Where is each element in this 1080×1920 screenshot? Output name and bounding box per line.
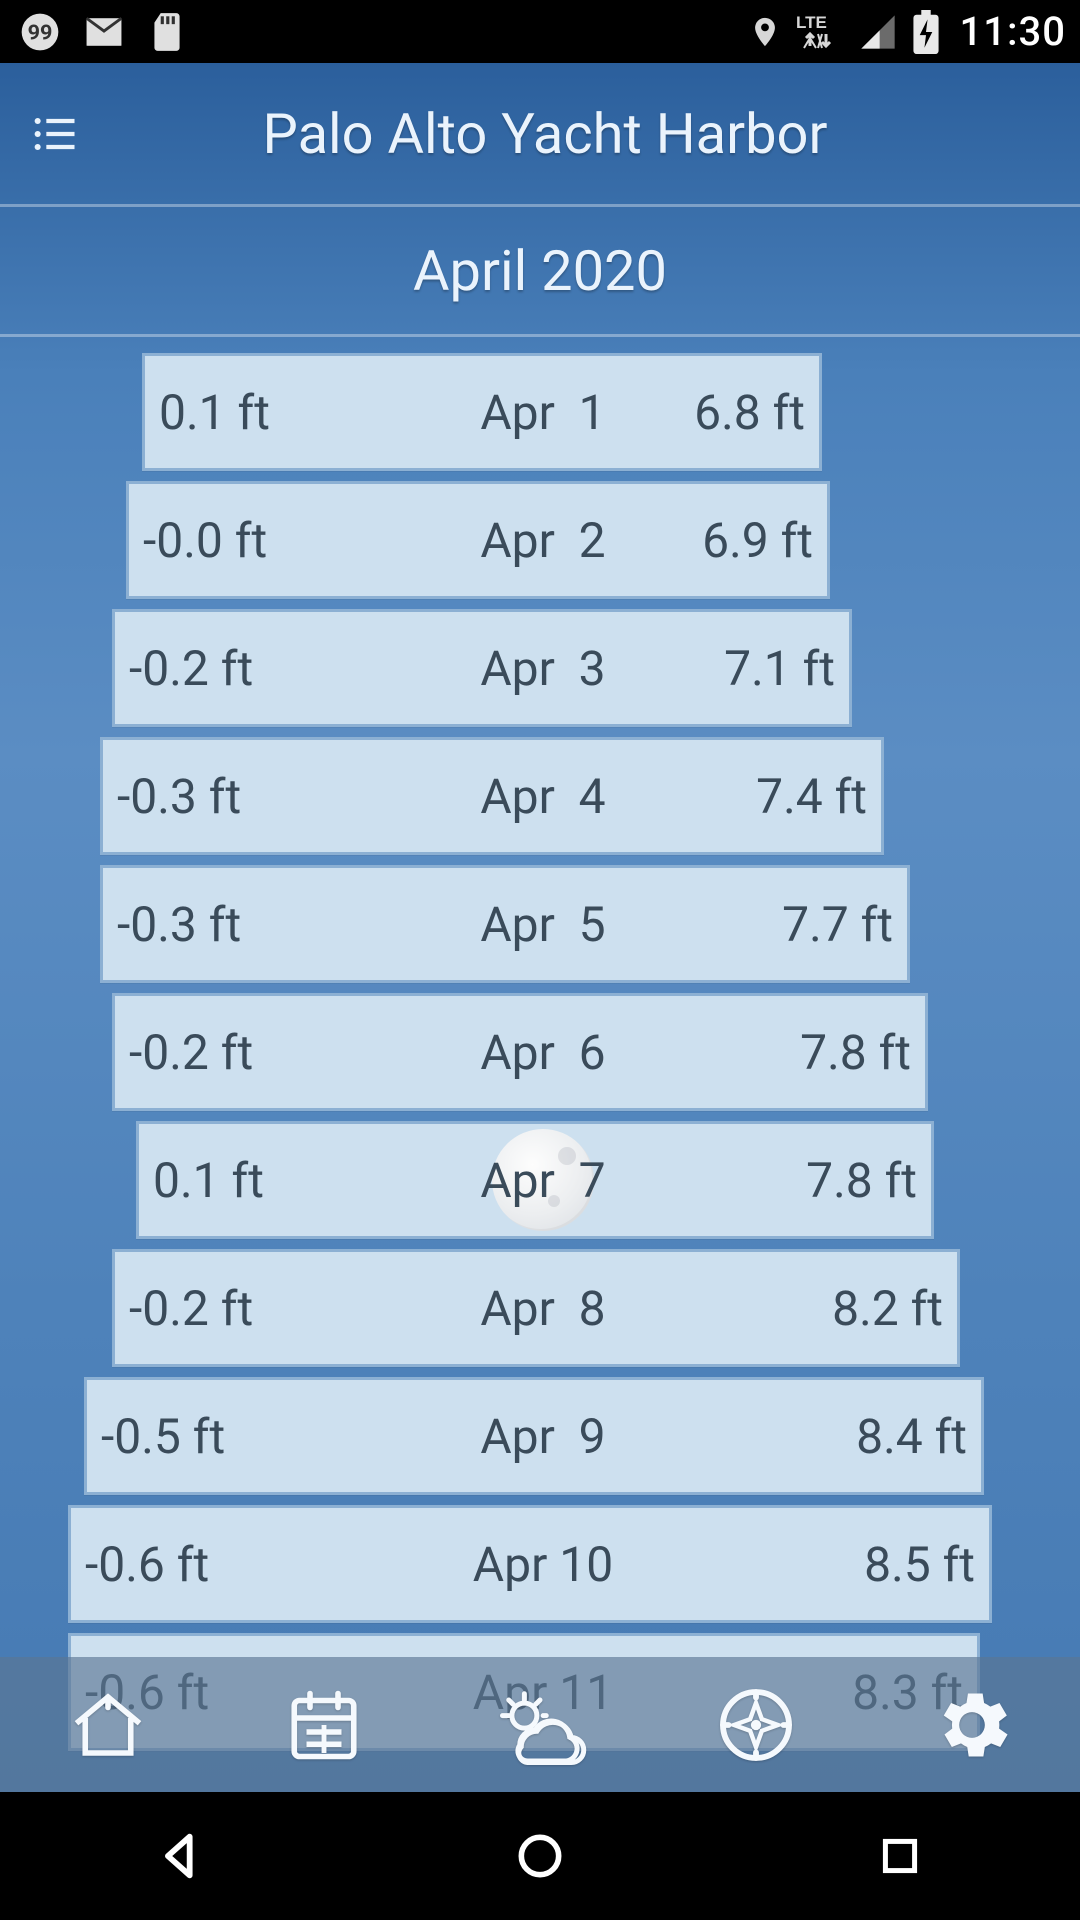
tide-date-label: Apr 6	[480, 1024, 605, 1081]
status-left-icons: 99	[8, 10, 186, 54]
battery-charging-icon	[912, 10, 940, 54]
high-tide-value: 8.2 ft	[832, 1280, 943, 1337]
tide-day-row[interactable]: -0.2 ft Apr 8 8.2 ft	[112, 1249, 960, 1367]
sdcard-icon	[148, 10, 186, 54]
tide-list: 0.1 ft Apr 1 6.8 ft -0.0 ft Apr 2 6.9 ft -0.2 …	[0, 343, 1080, 1751]
nav-home-button[interactable]	[440, 1792, 640, 1920]
tide-day-row[interactable]: -0.2 ft Apr 6 7.8 ft	[112, 993, 928, 1111]
tide-date-label: Apr 3	[480, 640, 605, 697]
svg-text:99: 99	[28, 20, 53, 45]
tide-day-row[interactable]: -0.3 ft Apr 4 7.4 ft	[100, 737, 884, 855]
app-top-bar: Palo Alto Yacht Harbor	[0, 63, 1080, 207]
low-tide-value: 0.1 ft	[159, 384, 270, 441]
tide-date-label: Apr 9	[480, 1408, 605, 1465]
tide-day-row[interactable]: 0.1 ft Apr 7 7.8 ft	[136, 1121, 934, 1239]
location-icon	[748, 10, 782, 54]
low-tide-value: -0.5 ft	[101, 1408, 225, 1465]
compass-tab[interactable]	[648, 1657, 864, 1792]
page-title: Palo Alto Yacht Harbor	[90, 101, 1080, 167]
quote-icon: 99	[20, 12, 60, 52]
android-status-bar: 99 LTE 11:30	[0, 0, 1080, 63]
low-tide-value: -0.2 ft	[129, 1024, 253, 1081]
android-nav-bar	[0, 1792, 1080, 1920]
tide-date-label: Apr 5	[480, 896, 605, 953]
status-clock: 11:30	[960, 8, 1066, 55]
weather-tab[interactable]	[432, 1657, 648, 1792]
tide-date-label: Apr 4	[480, 768, 605, 825]
high-tide-value: 6.9 ft	[702, 512, 813, 569]
tide-date-label: Apr 1	[480, 384, 605, 441]
lte-icon: LTE	[796, 12, 844, 52]
low-tide-value: 0.1 ft	[153, 1152, 264, 1209]
tide-date-label: Apr 10	[473, 1536, 613, 1593]
tide-day-row[interactable]: -0.5 ft Apr 9 8.4 ft	[84, 1377, 984, 1495]
high-tide-value: 7.8 ft	[806, 1152, 917, 1209]
high-tide-value: 6.8 ft	[694, 384, 805, 441]
high-tide-value: 7.7 ft	[782, 896, 893, 953]
tide-day-row[interactable]: -0.6 ft Apr 10 8.5 ft	[68, 1505, 992, 1623]
high-tide-value: 8.5 ft	[864, 1536, 975, 1593]
high-tide-value: 7.8 ft	[800, 1024, 911, 1081]
high-tide-value: 7.4 ft	[756, 768, 867, 825]
low-tide-value: -0.6 ft	[85, 1536, 209, 1593]
calendar-tab[interactable]	[216, 1657, 432, 1792]
signal-icon	[858, 12, 898, 52]
tide-day-row[interactable]: -0.2 ft Apr 3 7.1 ft	[112, 609, 852, 727]
tide-date-label: Apr 8	[480, 1280, 605, 1337]
tide-day-row[interactable]: 0.1 ft Apr 1 6.8 ft	[142, 353, 822, 471]
low-tide-value: -0.3 ft	[117, 896, 241, 953]
low-tide-value: -0.3 ft	[117, 768, 241, 825]
status-right-icons: LTE 11:30	[748, 8, 1072, 55]
app-root: Palo Alto Yacht Harbor April 2020 0.1 ft…	[0, 63, 1080, 1792]
low-tide-value: -0.2 ft	[129, 640, 253, 697]
settings-tab[interactable]	[864, 1657, 1080, 1792]
tide-date-label: Apr 7	[480, 1152, 605, 1209]
nav-back-button[interactable]	[80, 1792, 280, 1920]
nav-recents-button[interactable]	[800, 1792, 1000, 1920]
mail-icon	[82, 10, 126, 54]
tide-list-viewport[interactable]: 0.1 ft Apr 1 6.8 ft -0.0 ft Apr 2 6.9 ft -0.2 …	[0, 343, 1080, 1792]
tide-day-row[interactable]: -0.3 ft Apr 5 7.7 ft	[100, 865, 910, 983]
low-tide-value: -0.0 ft	[143, 512, 267, 569]
home-tab[interactable]	[0, 1657, 216, 1792]
svg-text:LTE: LTE	[796, 13, 827, 32]
high-tide-value: 7.1 ft	[724, 640, 835, 697]
menu-button[interactable]	[20, 99, 90, 169]
bottom-toolbar	[0, 1657, 1080, 1792]
low-tide-value: -0.2 ft	[129, 1280, 253, 1337]
high-tide-value: 8.4 ft	[856, 1408, 967, 1465]
month-header[interactable]: April 2020	[0, 207, 1080, 337]
tide-date-label: Apr 2	[480, 512, 605, 569]
tide-day-row[interactable]: -0.0 ft Apr 2 6.9 ft	[126, 481, 830, 599]
